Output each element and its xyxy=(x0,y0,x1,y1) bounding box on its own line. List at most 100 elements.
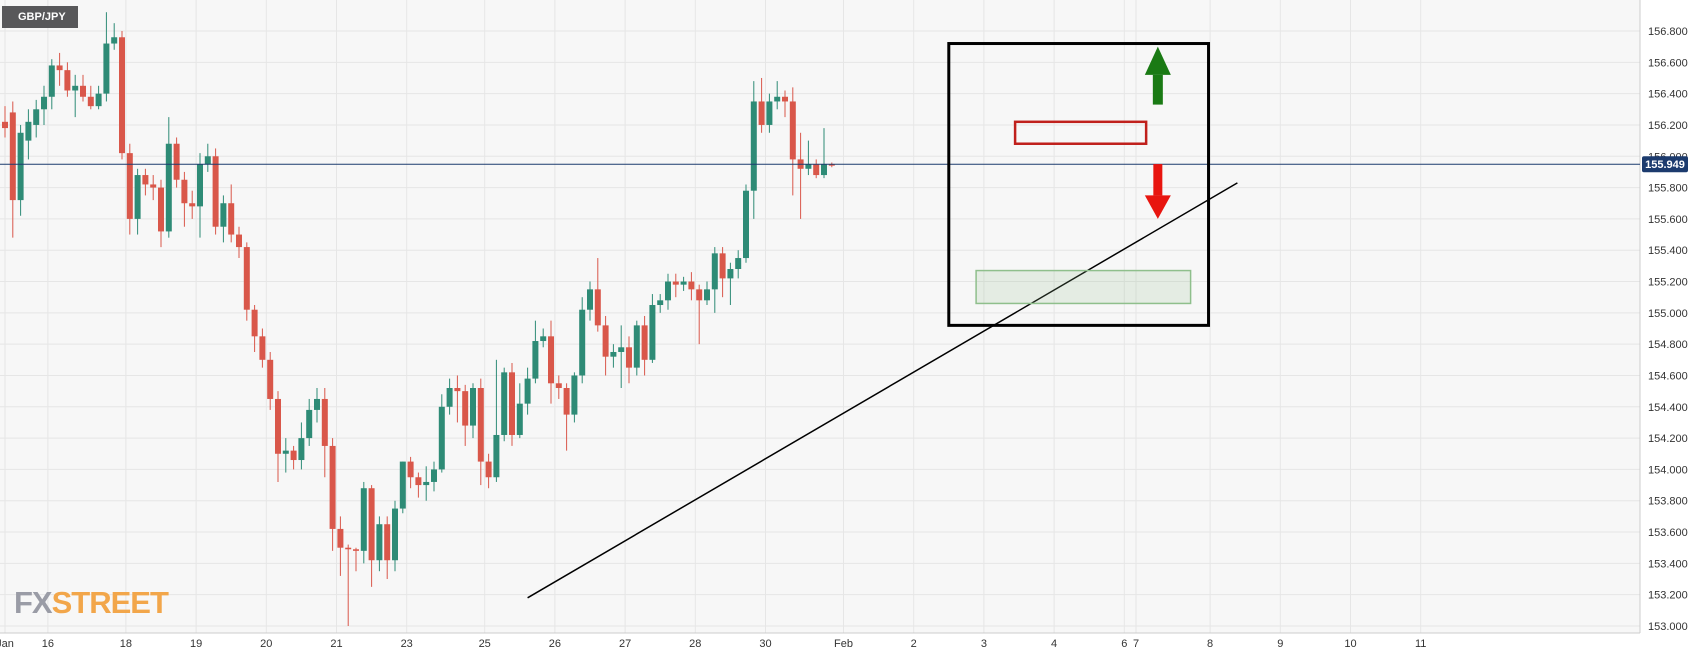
candle-down xyxy=(602,325,609,357)
x-tick-label: 3 xyxy=(981,638,987,650)
candle-up xyxy=(314,398,320,410)
candle-down xyxy=(353,549,359,551)
candle-up xyxy=(134,175,141,219)
candle-down xyxy=(189,203,196,207)
x-tick-label: 19 xyxy=(190,638,202,650)
candle-down xyxy=(126,153,133,219)
candle-up xyxy=(399,461,406,509)
candle-down xyxy=(555,383,562,388)
candle-down xyxy=(267,359,274,399)
candle-up xyxy=(750,101,757,191)
y-tick-label: 155.400 xyxy=(1648,245,1688,257)
y-tick-label: 153.600 xyxy=(1648,527,1688,539)
support-rectangle xyxy=(975,269,1192,305)
candle-up xyxy=(704,289,710,301)
candle-down xyxy=(158,187,164,232)
candle-up xyxy=(33,109,40,125)
candle-up xyxy=(743,190,749,259)
candle-down xyxy=(758,101,765,125)
candle-down xyxy=(80,85,86,97)
candle-up xyxy=(821,164,827,176)
x-tick-label: 4 xyxy=(1051,638,1057,650)
y-tick-label: 153.400 xyxy=(1648,558,1688,570)
candle-up xyxy=(665,281,671,301)
x-tick-label: 21 xyxy=(330,638,342,650)
candle-up xyxy=(95,93,102,107)
candle-up xyxy=(204,156,211,165)
candle-down xyxy=(828,164,835,166)
candle-up xyxy=(446,388,453,407)
x-tick-label: Feb xyxy=(834,638,853,650)
candle-down xyxy=(212,156,219,227)
candle-up xyxy=(470,388,476,426)
candle-up xyxy=(774,96,781,102)
candle-up xyxy=(735,258,742,269)
candle-down xyxy=(688,281,695,290)
x-tick-label: 11 xyxy=(1415,638,1426,650)
candle-down xyxy=(321,398,328,446)
x-tick-label: 27 xyxy=(619,638,631,650)
candle-up xyxy=(524,378,531,404)
fxstreet-watermark: FXSTREET xyxy=(14,585,169,621)
arrow-up-shaft xyxy=(1152,74,1163,105)
candle-down xyxy=(384,524,391,561)
candle-down xyxy=(477,388,484,462)
y-tick-label: 155.000 xyxy=(1648,308,1688,320)
current-price-badge xyxy=(1642,156,1688,173)
y-tick-label: 154.200 xyxy=(1648,433,1688,445)
candle-up xyxy=(540,336,547,342)
candle-down xyxy=(509,372,515,435)
candle-up xyxy=(111,37,118,44)
y-tick-label: 154.000 xyxy=(1648,464,1688,476)
consolidation-box xyxy=(947,42,1211,327)
candle-up xyxy=(298,438,305,461)
candle-up xyxy=(766,101,773,125)
candle-up xyxy=(306,409,313,439)
y-tick-label: 155.200 xyxy=(1648,277,1688,289)
candle-down xyxy=(345,547,352,550)
y-tick-label: 154.600 xyxy=(1648,370,1688,382)
candle-down xyxy=(329,445,336,529)
candle-down xyxy=(64,70,71,91)
x-tick-label: 9 xyxy=(1277,638,1283,650)
candle-up xyxy=(649,305,656,360)
candle-up xyxy=(571,375,578,415)
y-tick-label: 155.800 xyxy=(1648,183,1688,195)
candle-down xyxy=(251,309,258,337)
candle-up xyxy=(17,132,24,201)
candle-down xyxy=(9,112,16,201)
y-tick-label: 156.200 xyxy=(1648,120,1688,132)
candle-up xyxy=(376,524,383,561)
candle-up xyxy=(711,253,718,290)
x-tick-label: 7 xyxy=(1133,638,1139,650)
resistance-rectangle xyxy=(1013,120,1148,145)
candle-up xyxy=(532,341,539,379)
x-tick-label: 23 xyxy=(401,638,413,650)
candle-down xyxy=(236,234,242,248)
symbol-label: GBP/JPY xyxy=(2,6,78,28)
candle-down xyxy=(454,388,461,392)
y-tick-label: 153.000 xyxy=(1648,621,1688,633)
candle-up xyxy=(48,65,55,97)
x-tick-label: 2 xyxy=(911,638,917,650)
candle-up xyxy=(423,481,430,486)
candle-up xyxy=(360,488,367,551)
candle-down xyxy=(485,461,492,478)
candle-up xyxy=(41,96,47,110)
candle-down xyxy=(462,391,469,426)
candle-down xyxy=(2,121,8,129)
candle-down xyxy=(563,388,570,415)
x-tick-label: 18 xyxy=(120,638,132,650)
candle-down xyxy=(259,336,266,360)
x-tick-label: 25 xyxy=(479,638,491,650)
candle-down xyxy=(56,65,63,71)
candle-down xyxy=(813,164,820,176)
y-tick-label: 156.400 xyxy=(1648,89,1688,101)
candle-up xyxy=(282,450,289,454)
candle-down xyxy=(243,247,250,310)
candle-up xyxy=(579,309,586,376)
candle-up xyxy=(657,300,664,306)
y-tick-label: 153.200 xyxy=(1648,590,1688,602)
y-tick-label: 156.600 xyxy=(1648,57,1688,69)
